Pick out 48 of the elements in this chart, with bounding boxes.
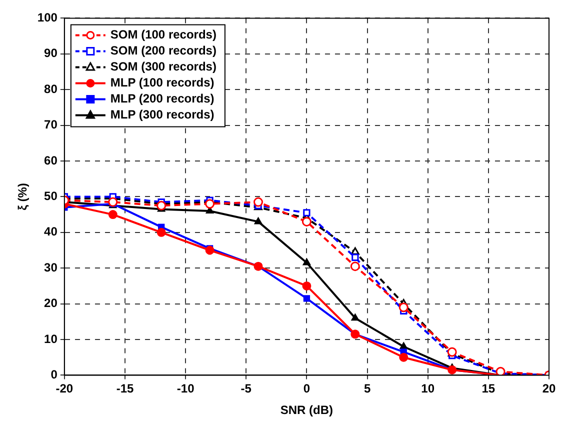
y-tick-label: 90 [44,46,58,60]
legend-label: MLP (300 records) [110,108,214,122]
y-tick-label: 20 [44,296,58,310]
point [302,216,312,226]
point [108,197,118,207]
point [156,228,166,237]
x-tick-label: 0 [303,382,310,396]
y-tick-label: 50 [44,189,58,204]
point [398,302,408,312]
x-tick-label: -10 [176,382,195,396]
y-axis-title: ξ (%) [16,183,30,210]
y-tick-label: 40 [44,224,58,239]
y-tick-label: 30 [44,260,58,274]
point [303,295,310,302]
x-tick-label: 5 [364,382,371,396]
y-tick-label: 100 [37,10,58,25]
point [254,217,262,224]
y-tick-label: 10 [44,332,58,346]
x-tick-label: 10 [421,382,435,396]
x-tick-label: 15 [482,382,496,396]
legend-label: MLP (100 records) [110,76,214,90]
x-tick-label: -20 [56,382,74,396]
point [350,247,360,255]
point [350,262,360,272]
y-tick-label: 80 [44,82,58,96]
y-tick-label: 70 [44,118,58,132]
point [399,352,408,362]
y-tick-label: 60 [44,153,58,168]
point [303,209,310,216]
legend-label: SOM (300 records) [110,60,216,74]
y-tick-label: 0 [50,368,58,382]
x-axis-title: SNR (dB) [280,403,334,418]
x-tick-label: 20 [542,382,556,396]
point [352,254,359,261]
legend-label: SOM (100 records) [110,28,216,42]
legend-label: SOM (200 records) [110,44,216,58]
point [205,199,215,209]
x-tick-label: -5 [240,382,252,396]
point [156,200,166,210]
point [205,246,214,255]
point [400,342,408,350]
point [302,281,312,290]
point [302,258,311,266]
point [108,210,118,220]
legend-label: MLP (200 records) [110,92,214,106]
x-tick-label: -15 [116,382,134,396]
point [351,314,360,321]
point [254,197,264,207]
